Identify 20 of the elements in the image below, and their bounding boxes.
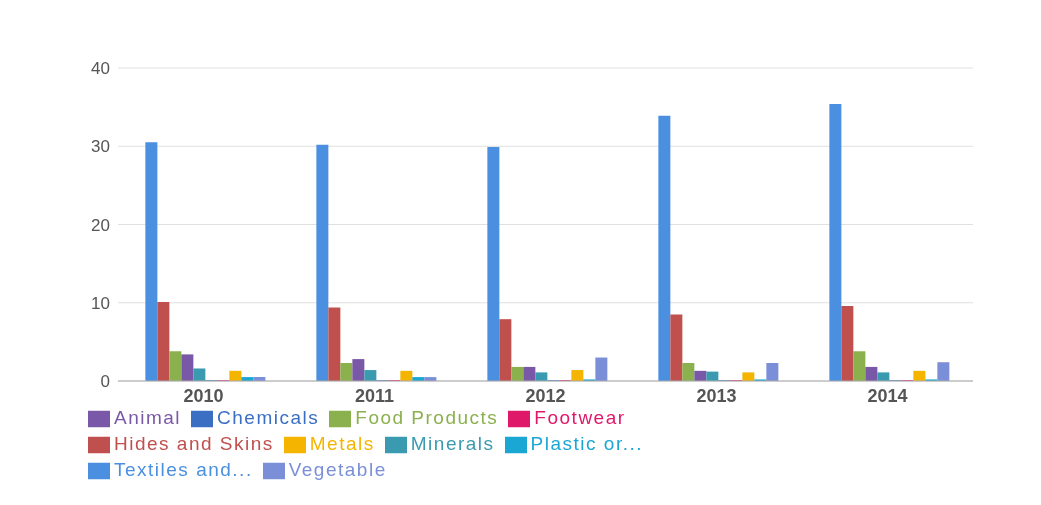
legend-label: Chemicals (217, 407, 320, 428)
legend-label: Food Products (355, 407, 499, 428)
legend-label: Plastic or... (530, 433, 643, 454)
y-tick-label: 10 (91, 293, 110, 313)
y-tick-label: 0 (100, 372, 110, 392)
legend-label: Metals (309, 433, 375, 454)
y-tick-label: 40 (91, 59, 110, 79)
legend-label: Footwear (534, 407, 626, 428)
x-tick-label: 2014 (867, 385, 908, 406)
y-tick-label: 30 (91, 137, 110, 157)
x-tick-label: 2011 (354, 385, 395, 406)
y-tick-label: 20 (91, 215, 110, 235)
legend-label: Animal (114, 407, 182, 428)
x-tick-label: 2012 (525, 385, 566, 406)
legend-label: Hides and Skins (114, 433, 274, 454)
legend-label: Textiles and... (114, 459, 253, 480)
x-tick-label: 2010 (183, 385, 224, 406)
legend-label: Minerals (410, 433, 495, 454)
legend-label: Vegetable (288, 459, 387, 480)
x-tick-label: 2013 (696, 385, 737, 406)
